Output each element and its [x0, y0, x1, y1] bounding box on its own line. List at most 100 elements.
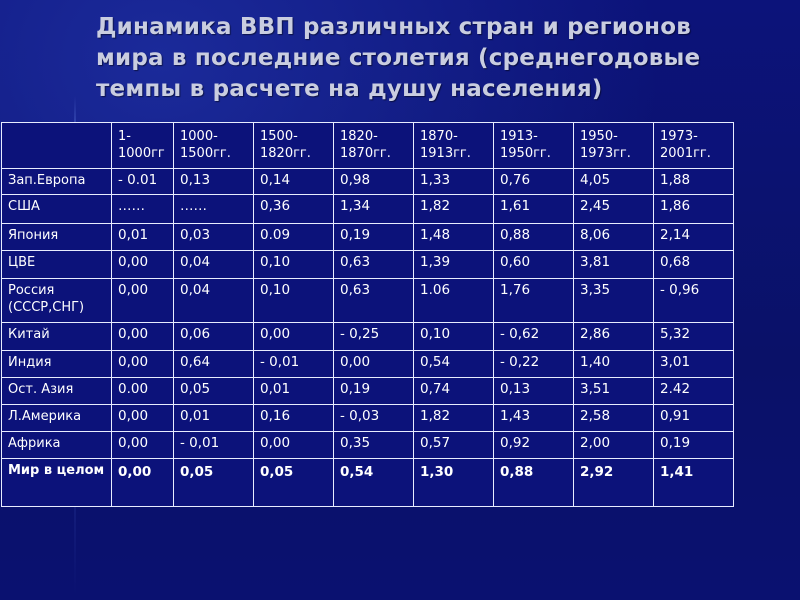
region-name-cell: Китай [1, 322, 112, 351]
growth-value-cell: 0,74 [413, 377, 494, 405]
growth-value-cell: 0,10 [253, 250, 334, 279]
growth-value-cell: 0,00 [253, 322, 334, 351]
growth-value-cell: 0,63 [333, 278, 414, 323]
world-total-value-cell: 0,05 [253, 458, 334, 507]
growth-value-cell: 0,57 [413, 431, 494, 459]
growth-value-cell: 0,88 [493, 223, 574, 251]
growth-value-cell: 0,13 [493, 377, 574, 405]
table-row: Индия 0,00 0,64- 0,01 0,00 0,54- 0,22 1,40 3,0… [1, 350, 734, 378]
header-corner-cell [1, 122, 112, 169]
growth-value-cell: 8,06 [573, 223, 654, 251]
growth-value-cell: 0,00 [253, 431, 334, 459]
period-header: 1913- 1950гг. [493, 122, 574, 169]
table-row: Африка 0,00- 0,01 0,00 0,35 0,57 0,92 2,00 0,19 [1, 431, 734, 459]
growth-value-cell: 0,13 [173, 168, 254, 195]
growth-value-cell: 0,68 [653, 250, 734, 279]
growth-value-cell: 0,76 [493, 168, 574, 195]
growth-value-cell: 0,16 [253, 404, 334, 432]
growth-value-cell: 1,61 [493, 194, 574, 224]
growth-value-cell: 0,10 [413, 322, 494, 351]
period-header: 1- 1000гг [111, 122, 174, 169]
growth-value-cell: 0,35 [333, 431, 414, 459]
growth-value-cell: 2,58 [573, 404, 654, 432]
table-row: Ост. Азия 0.00 0,05 0,01 0,19 0,74 0,13 3,51 2.4… [1, 377, 734, 405]
table-row: ЦВЕ 0,00 0,04 0,10 0,63 1,39 0,60 3,81 0,68 [1, 250, 734, 279]
world-total-value-cell: 1,41 [653, 458, 734, 507]
region-name-cell: Индия [1, 350, 112, 378]
growth-value-cell: - 0,01 [173, 431, 254, 459]
growth-value-cell: 0,00 [111, 278, 174, 323]
world-total-value-cell: 0,05 [173, 458, 254, 507]
growth-value-cell: 1,39 [413, 250, 494, 279]
growth-value-cell: 0.00 [111, 377, 174, 405]
period-header: 1950- 1973гг. [573, 122, 654, 169]
region-name-cell: Ост. Азия [1, 377, 112, 405]
growth-value-cell: …… [173, 194, 254, 224]
period-header: 1973- 2001гг. [653, 122, 734, 169]
growth-value-cell: 0,04 [173, 250, 254, 279]
growth-value-cell: - 0,22 [493, 350, 574, 378]
growth-value-cell: 2,14 [653, 223, 734, 251]
growth-value-cell: …… [111, 194, 174, 224]
slide-title-line-1: Динамика ВВП различных стран и регионов [96, 14, 692, 40]
region-name-cell: Зап.Европа [1, 168, 112, 195]
table-row: Япония 0,01 0,03 0.09 0,19 1,48 0,88 8,06 2,14 [1, 223, 734, 251]
growth-value-cell: 0,01 [253, 377, 334, 405]
growth-value-cell: 0,04 [173, 278, 254, 323]
growth-value-cell: 0,60 [493, 250, 574, 279]
growth-value-cell: 0,00 [111, 404, 174, 432]
growth-value-cell: 2,00 [573, 431, 654, 459]
growth-value-cell: - 0.01 [111, 168, 174, 195]
growth-value-cell: 0,14 [253, 168, 334, 195]
growth-value-cell: 0,06 [173, 322, 254, 351]
growth-value-cell: 1.06 [413, 278, 494, 323]
region-name-cell: Африка [1, 431, 112, 459]
growth-value-cell: 0,01 [111, 223, 174, 251]
world-total-value-cell: 1,30 [413, 458, 494, 507]
world-total-value-cell: 0,54 [333, 458, 414, 507]
gdp-growth-table: 1- 1000гг 1000- 1500гг. 1500- 1820гг. 1820-… [1, 122, 734, 507]
table-row: США………… 0,36 1,34 1,82 1,61 2,45 1,86 [1, 194, 734, 224]
region-name-cell: Япония [1, 223, 112, 251]
table-row: Китай 0,00 0,06 0,00- 0,25 0,10- 0,62 2,86 5,3… [1, 322, 734, 351]
growth-value-cell: - 0,62 [493, 322, 574, 351]
growth-value-cell: 1,48 [413, 223, 494, 251]
growth-value-cell: 0,10 [253, 278, 334, 323]
growth-value-cell: 4,05 [573, 168, 654, 195]
region-name-cell: Л.Америка [1, 404, 112, 432]
period-header: 1500- 1820гг. [253, 122, 334, 169]
growth-value-cell: 1,33 [413, 168, 494, 195]
growth-value-cell: 0,64 [173, 350, 254, 378]
world-total-value-cell: 2,92 [573, 458, 654, 507]
table-total-row: Мир в целом 0,00 0,05 0,05 0,54 1,30 0,88 2,92 1… [1, 458, 734, 507]
growth-value-cell: 0.09 [253, 223, 334, 251]
table-header-row: 1- 1000гг 1000- 1500гг. 1500- 1820гг. 1820-… [1, 122, 734, 169]
region-name-cell: ЦВЕ [1, 250, 112, 279]
growth-value-cell: 1,40 [573, 350, 654, 378]
world-total-value-cell: 0,88 [493, 458, 574, 507]
growth-value-cell: - 0,03 [333, 404, 414, 432]
region-name-cell: США [1, 194, 112, 224]
growth-value-cell: 1,34 [333, 194, 414, 224]
period-header: 1820- 1870гг. [333, 122, 414, 169]
period-header: 1000- 1500гг. [173, 122, 254, 169]
slide-title-line-2: мира в последние столетия (среднегодовые [96, 45, 701, 71]
growth-value-cell: - 0,96 [653, 278, 734, 323]
growth-value-cell: 0,03 [173, 223, 254, 251]
growth-value-cell: 0,92 [493, 431, 574, 459]
growth-value-cell: 0,00 [111, 250, 174, 279]
growth-value-cell: 3,51 [573, 377, 654, 405]
growth-value-cell: 1,86 [653, 194, 734, 224]
growth-value-cell: 0,00 [111, 350, 174, 378]
table-row: Зап.Европа - 0.01 0,13 0,14 0,98 1,33 0,76 4,05… [1, 168, 734, 195]
growth-value-cell: 0,36 [253, 194, 334, 224]
growth-value-cell: - 0,01 [253, 350, 334, 378]
growth-value-cell: - 0,25 [333, 322, 414, 351]
growth-value-cell: 1,76 [493, 278, 574, 323]
world-total-label: Мир в целом [1, 458, 112, 507]
growth-value-cell: 0,63 [333, 250, 414, 279]
growth-value-cell: 0,00 [111, 322, 174, 351]
growth-value-cell: 1,88 [653, 168, 734, 195]
growth-value-cell: 0,19 [333, 377, 414, 405]
growth-value-cell: 1,43 [493, 404, 574, 432]
